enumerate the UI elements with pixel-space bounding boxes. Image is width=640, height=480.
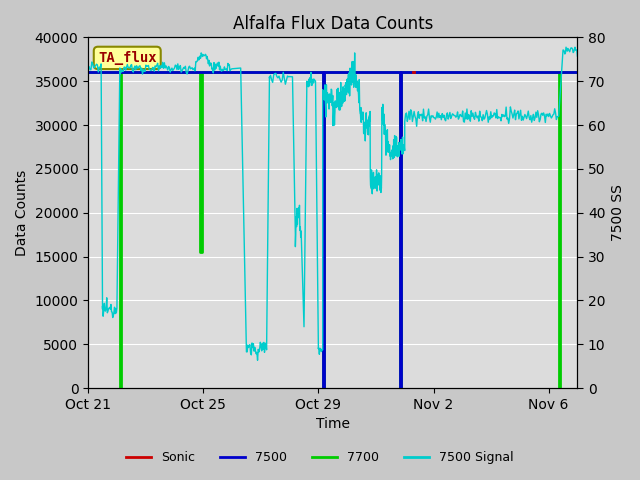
Text: TA_flux: TA_flux <box>98 51 157 65</box>
Legend: Sonic, 7500, 7700, 7500 Signal: Sonic, 7500, 7700, 7500 Signal <box>121 446 519 469</box>
Y-axis label: 7500 SS: 7500 SS <box>611 184 625 241</box>
Y-axis label: Data Counts: Data Counts <box>15 169 29 256</box>
Title: Alfalfa Flux Data Counts: Alfalfa Flux Data Counts <box>232 15 433 33</box>
X-axis label: Time: Time <box>316 418 350 432</box>
